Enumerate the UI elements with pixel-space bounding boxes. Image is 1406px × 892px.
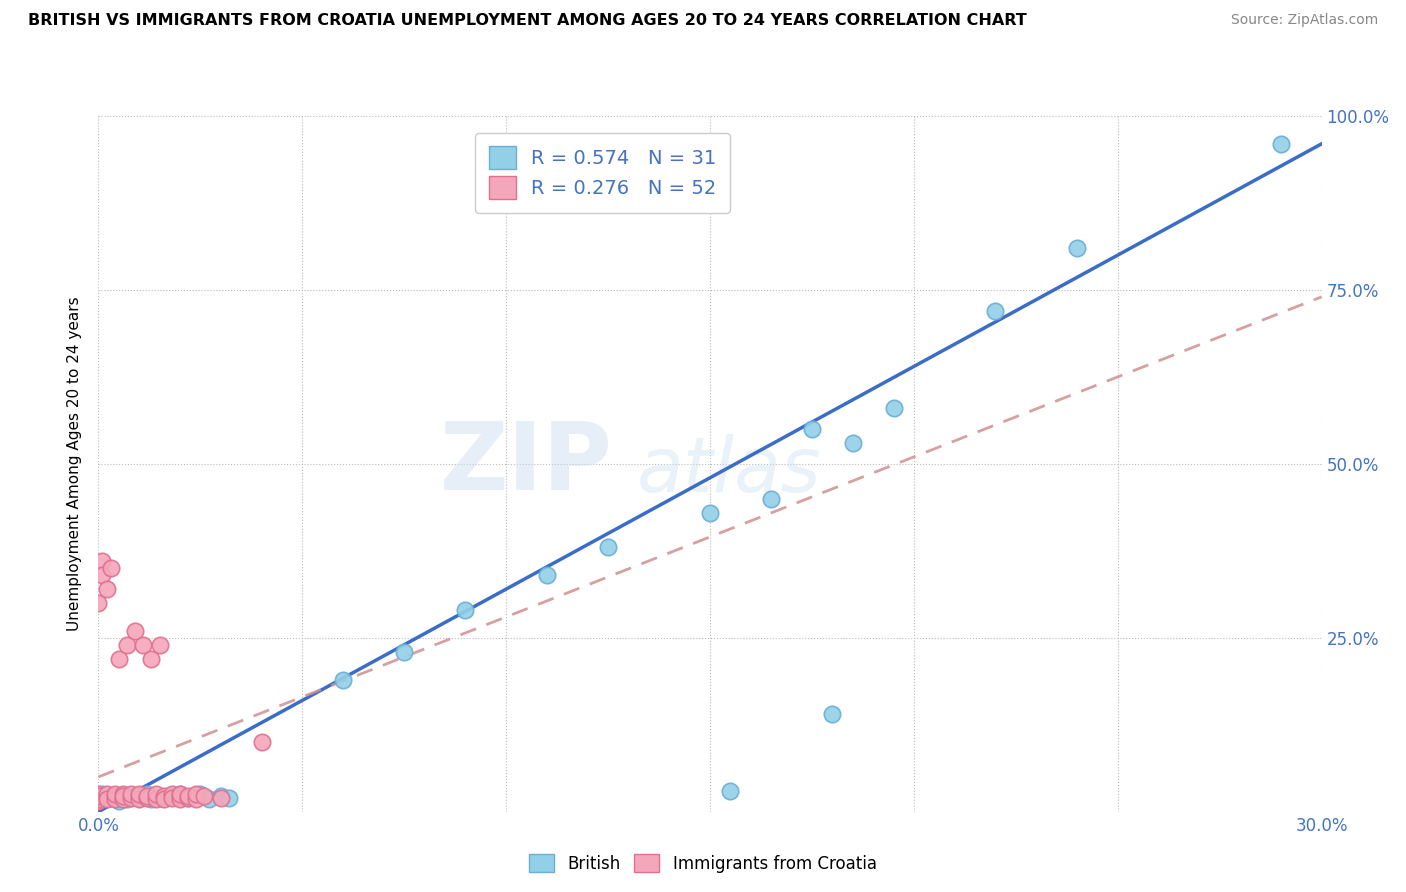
Point [128, 788, 150, 801]
Point [145, 792, 167, 806]
Point [188, 788, 212, 801]
Point [1066, 241, 1088, 255]
Point [598, 541, 620, 555]
Point [87, 794, 110, 808]
Text: ZIP: ZIP [439, 417, 612, 510]
Point [87, 792, 110, 806]
Point [197, 792, 219, 806]
Point [152, 789, 174, 804]
Point [801, 422, 824, 436]
Point [87, 789, 110, 804]
Point [104, 789, 127, 804]
Point [124, 624, 146, 638]
Point [87, 789, 110, 804]
Point [169, 792, 191, 806]
Point [332, 673, 354, 687]
Point [128, 792, 150, 806]
Point [115, 792, 138, 806]
Point [141, 792, 163, 806]
Point [100, 561, 122, 575]
Point [132, 638, 155, 652]
Point [145, 788, 167, 801]
Legend: R = 0.574   N = 31, R = 0.276   N = 52: R = 0.574 N = 31, R = 0.276 N = 52 [475, 133, 730, 212]
Point [160, 788, 183, 801]
Point [111, 790, 134, 805]
Point [209, 789, 232, 804]
Point [136, 788, 159, 801]
Point [149, 790, 172, 805]
Point [87, 596, 110, 610]
Point [111, 788, 134, 801]
Point [100, 790, 122, 805]
Point [87, 790, 110, 805]
Point [91, 788, 114, 801]
Point [177, 789, 200, 804]
Point [96, 582, 118, 596]
Point [87, 788, 110, 801]
Point [91, 568, 114, 582]
Point [96, 792, 118, 806]
Point [87, 790, 110, 805]
Point [141, 651, 163, 665]
Point [218, 790, 240, 805]
Point [699, 506, 721, 520]
Legend: British, Immigrants from Croatia: British, Immigrants from Croatia [523, 847, 883, 880]
Text: BRITISH VS IMMIGRANTS FROM CROATIA UNEMPLOYMENT AMONG AGES 20 TO 24 YEARS CORREL: BRITISH VS IMMIGRANTS FROM CROATIA UNEMP… [28, 13, 1026, 29]
Point [169, 788, 191, 801]
Point [128, 790, 150, 805]
Point [177, 790, 200, 805]
Point [160, 790, 183, 805]
Point [128, 789, 150, 804]
Point [104, 788, 127, 801]
Point [115, 638, 138, 652]
Point [392, 645, 416, 659]
Point [108, 651, 131, 665]
Point [186, 788, 208, 801]
Point [984, 303, 1007, 318]
Point [111, 789, 134, 804]
Text: Source: ZipAtlas.com: Source: ZipAtlas.com [1230, 13, 1378, 28]
Point [841, 436, 863, 450]
Point [111, 792, 134, 806]
Point [250, 735, 273, 749]
Text: atlas: atlas [637, 434, 821, 508]
Point [186, 792, 208, 806]
Point [120, 789, 142, 804]
Point [821, 707, 844, 722]
Point [209, 790, 232, 805]
Point [104, 792, 127, 806]
Point [96, 790, 118, 805]
Point [136, 789, 159, 804]
Point [120, 790, 142, 805]
Point [169, 789, 191, 804]
Point [152, 792, 174, 806]
Point [883, 401, 905, 416]
Point [193, 789, 215, 804]
Point [169, 788, 191, 801]
Point [536, 568, 558, 582]
Point [96, 788, 118, 801]
Point [136, 790, 159, 805]
Point [177, 790, 200, 805]
Point [454, 603, 477, 617]
Y-axis label: Unemployment Among Ages 20 to 24 years: Unemployment Among Ages 20 to 24 years [67, 296, 83, 632]
Point [149, 638, 172, 652]
Point [87, 792, 110, 806]
Point [91, 554, 114, 568]
Point [120, 788, 142, 801]
Point [720, 784, 742, 798]
Point [761, 491, 783, 506]
Point [108, 794, 131, 808]
Point [1270, 136, 1292, 151]
Point [160, 789, 183, 804]
